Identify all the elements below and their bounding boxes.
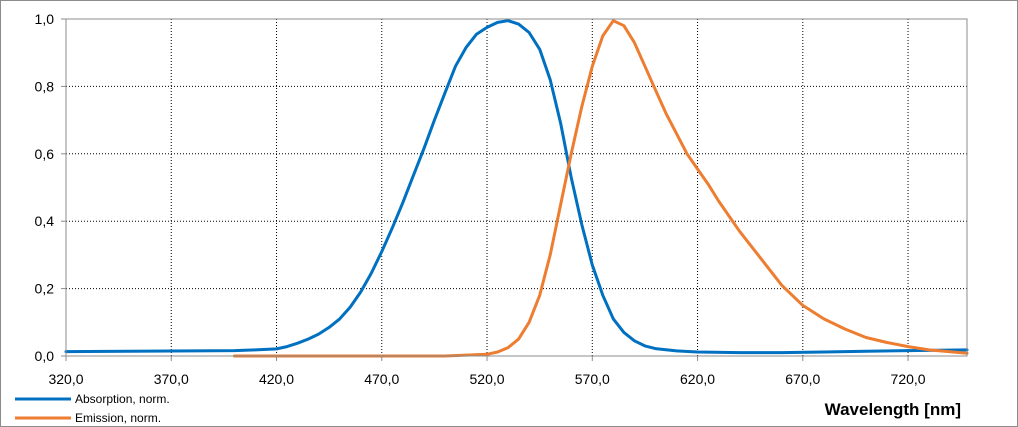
x-tick-label: 520,0 (470, 371, 505, 387)
x-axis-ticks: 320,0 370,0 420,0 470,0 520,0 570,0 620,0 670,0… (48, 356, 926, 387)
plot-area (66, 19, 967, 356)
x-axis-title: Wavelength [nm] (825, 400, 961, 419)
x-tick-label: 320,0 (48, 371, 83, 387)
series-line-absorption (64, 19, 969, 355)
series-line-emission (232, 19, 969, 358)
legend-label: Emission, norm. (75, 411, 161, 425)
legend-label: Absorption, norm. (75, 392, 170, 406)
y-axis-ticks: 0,0 0,2 0,4 0,6 0,8 1,0 (35, 11, 66, 364)
x-tick-label: 620,0 (680, 371, 715, 387)
x-tick-label: 570,0 (575, 371, 610, 387)
legend: Absorption, norm. Emission, norm. (15, 392, 170, 425)
y-tick-label: 1,0 (35, 11, 55, 27)
x-tick-label: 670,0 (785, 371, 820, 387)
y-tick-label: 0,8 (35, 78, 55, 94)
y-tick-label: 0,6 (35, 146, 55, 162)
x-tick-label: 420,0 (259, 371, 294, 387)
x-tick-label: 370,0 (154, 371, 189, 387)
plot-border (65, 18, 968, 357)
x-tick-label: 470,0 (364, 371, 399, 387)
y-tick-label: 0,0 (35, 348, 55, 364)
y-tick-label: 0,4 (35, 213, 55, 229)
grid-lines (66, 19, 967, 356)
series-lines (64, 19, 969, 358)
y-tick-label: 0,2 (35, 281, 55, 297)
x-tick-label: 720,0 (891, 371, 926, 387)
